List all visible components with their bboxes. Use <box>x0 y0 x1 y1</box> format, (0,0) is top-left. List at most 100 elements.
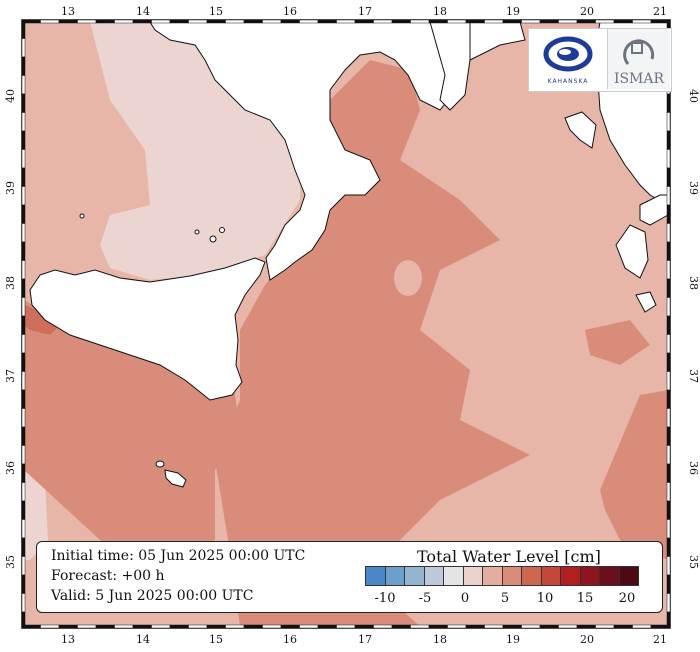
frame-segment <box>447 19 467 24</box>
frame-segment <box>21 611 26 629</box>
frame-segment <box>576 19 596 24</box>
malta-land <box>164 469 187 488</box>
frame-segment <box>77 19 97 24</box>
longitude-labels-top: 13 14 15 16 17 18 19 20 21 <box>61 5 667 18</box>
frame-segment <box>262 19 282 24</box>
frame-segment <box>428 624 448 629</box>
legend-color-cell <box>462 566 483 586</box>
frame-segment <box>132 19 152 24</box>
frame-segment <box>666 426 671 446</box>
frame-segment <box>465 624 485 629</box>
frame-segment <box>21 260 26 280</box>
frame-segment <box>169 19 189 24</box>
latitude-label-left: 35 <box>4 555 17 569</box>
frame-segment <box>650 624 670 629</box>
italy-land <box>149 21 526 281</box>
frame-segment <box>21 556 26 576</box>
frame-segment <box>280 19 300 24</box>
frame-segment <box>373 19 393 24</box>
frame-segment <box>21 130 26 150</box>
frame-segment <box>21 445 26 465</box>
frame-segment <box>666 500 671 520</box>
latitude-labels-left: 35 36 37 38 39 40 <box>4 89 17 569</box>
frame-segment <box>539 19 559 24</box>
frame-segment <box>354 624 374 629</box>
frame-segment <box>666 519 671 539</box>
legend-color-cell <box>482 566 503 586</box>
legend-tick-label: -5 <box>418 591 432 606</box>
frame-segment <box>539 624 559 629</box>
frame-segment <box>666 537 671 557</box>
frame-segment <box>632 624 652 629</box>
latitude-label-left: 36 <box>4 461 17 475</box>
initial-time-text: Initial time: 05 Jun 2025 00:00 UTC <box>51 548 306 564</box>
frame-segment <box>666 149 671 169</box>
frame-segment <box>95 19 115 24</box>
longitude-label-top: 17 <box>358 5 372 18</box>
legend-color-cell <box>540 566 561 586</box>
frame-segment <box>21 19 26 39</box>
frame-segment <box>21 204 26 224</box>
aeolian-island-3 <box>194 229 200 235</box>
legend-color-cell <box>501 566 522 586</box>
frame-segment <box>21 482 26 502</box>
frame-segment <box>21 112 26 132</box>
frame-segment <box>188 624 208 629</box>
frame-segment <box>77 624 97 629</box>
frame-segment <box>650 19 670 24</box>
frame-segment <box>595 624 615 629</box>
legend-color-cell <box>521 566 542 586</box>
legend-tick-label: 10 <box>536 591 554 606</box>
legend-colorbar <box>365 566 639 586</box>
latitude-label-right: 39 <box>687 181 700 195</box>
legend-color-cell <box>384 566 405 586</box>
frame-segment <box>558 624 578 629</box>
legend-color-cell <box>404 566 425 586</box>
frame-segment <box>666 482 671 502</box>
frame-segment <box>243 19 263 24</box>
legend-color-cell <box>579 566 600 586</box>
longitude-label-top: 19 <box>506 5 520 18</box>
frame-segment <box>21 537 26 557</box>
sicily-west-strong-zone <box>24 305 60 335</box>
longitude-label-bottom: 19 <box>506 633 520 646</box>
frame-segment <box>666 315 671 335</box>
frame-segment <box>151 624 171 629</box>
frame-segment <box>502 19 522 24</box>
corfu-land <box>564 111 597 149</box>
frame-segment <box>21 75 26 95</box>
frame-segment <box>666 241 671 261</box>
frame-segment <box>666 352 671 372</box>
zakynthos-land <box>635 291 657 313</box>
frame-segment <box>58 19 78 24</box>
legend-color-cell <box>365 566 386 586</box>
frame-segment <box>206 19 226 24</box>
salento-land <box>429 21 471 111</box>
longitude-label-bottom: 15 <box>209 633 223 646</box>
legend-tick-labels: -10 -5 0 5 10 15 20 <box>365 591 655 609</box>
frame-segment <box>666 130 671 150</box>
longitude-label-top: 21 <box>653 5 667 18</box>
frame-segment <box>21 223 26 243</box>
frame-segment <box>666 574 671 594</box>
frame-segment <box>613 19 633 24</box>
legend-tick-label: 5 <box>500 591 510 606</box>
frame-segment <box>666 112 671 132</box>
sicily-land <box>29 257 266 401</box>
legend-tick-label: 20 <box>618 591 636 606</box>
frame-segment <box>21 93 26 113</box>
frame-segment <box>373 624 393 629</box>
ionian-light-patch <box>394 260 422 296</box>
frame-segment <box>666 93 671 113</box>
legend-color-cell <box>560 566 581 586</box>
longitude-label-bottom: 13 <box>61 633 75 646</box>
south-deep-zone <box>24 300 240 560</box>
frame-segment <box>666 445 671 465</box>
frame-segment <box>558 19 578 24</box>
frame-segment <box>21 297 26 317</box>
frame-segment <box>169 624 189 629</box>
frame-segment <box>40 624 60 629</box>
ismar-logo: ISMAR <box>607 29 670 89</box>
frame-segment <box>666 371 671 391</box>
